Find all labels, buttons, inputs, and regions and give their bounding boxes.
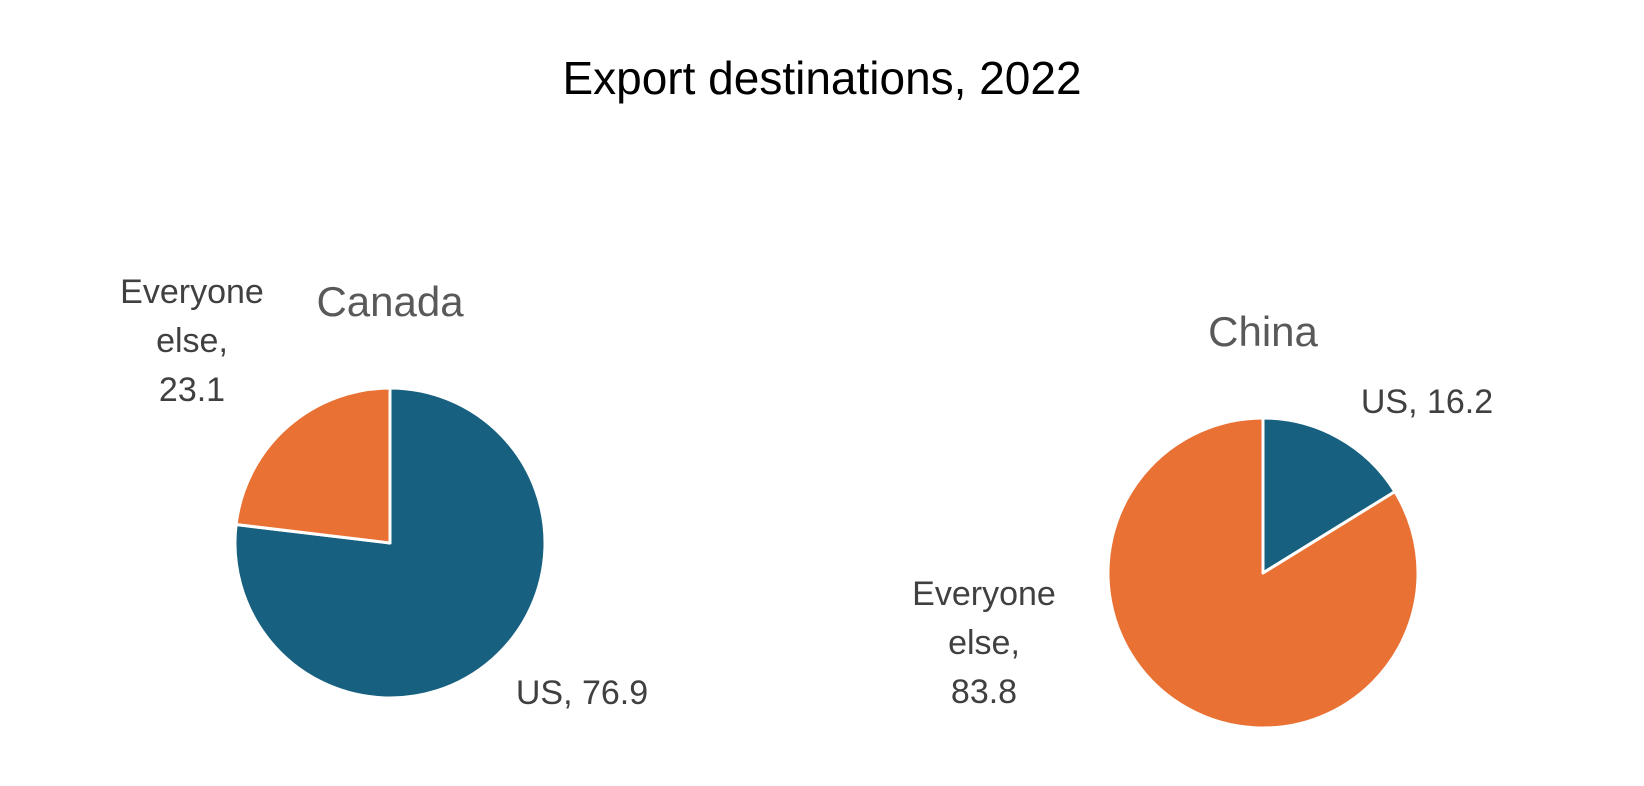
data-label-china-us: US, 16.2	[1361, 383, 1493, 421]
pie-slice-canada-us	[233, 386, 547, 700]
data-label-line: US, 16.2	[1361, 383, 1493, 421]
chart-title-china: China	[1208, 308, 1318, 355]
data-label-canada-us: US, 76.9	[516, 674, 648, 712]
data-label-line: Everyone	[912, 575, 1056, 613]
data-label-line: else,	[948, 624, 1020, 662]
data-label-china-everyone-else: Everyone else, 83.8	[912, 575, 1056, 711]
pie-slice-china-us	[1261, 416, 1397, 575]
pie-slice-canada-everyone-else	[234, 386, 392, 545]
page-title: Export destinations, 2022	[562, 52, 1082, 104]
data-label-line: 83.8	[951, 673, 1017, 711]
data-label-line: 23.1	[159, 371, 225, 409]
data-label-line: Everyone	[120, 273, 264, 311]
chart-title-canada: Canada	[316, 278, 464, 325]
data-label-line: US, 76.9	[516, 674, 648, 712]
data-label-line: else,	[156, 322, 228, 360]
pie-chart-china: China US, 16.2 Everyone else, 83.8	[912, 308, 1493, 730]
pie-slice-china-everyone-else	[1106, 416, 1420, 730]
pie-chart-canada: Canada US, 76.9 Everyone else, 23.1	[120, 273, 648, 712]
data-label-canada-everyone-else: Everyone else, 23.1	[120, 273, 264, 409]
